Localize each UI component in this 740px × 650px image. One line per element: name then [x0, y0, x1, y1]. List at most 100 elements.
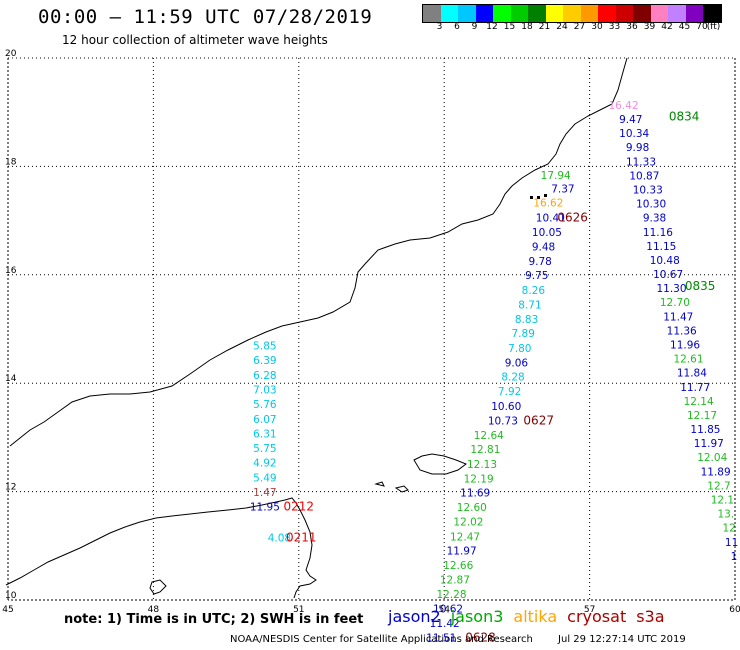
wave-height-value: 17.94: [541, 170, 571, 182]
wave-height-value: 10.48: [650, 255, 680, 267]
wave-height-value: 10.87: [629, 170, 659, 182]
wave-height-value: 12.02: [453, 517, 483, 529]
legend-swatch: [685, 5, 703, 22]
note-text: note: 1) Time is in UTC; 2) SWH is in fe…: [64, 612, 364, 627]
wave-height-value: 12.61: [673, 354, 703, 366]
wave-height-value: 12.7: [707, 480, 730, 492]
wave-height-value: 9.38: [643, 213, 666, 225]
wave-height-value: 11.51: [426, 633, 456, 645]
wave-height-value: 9.98: [626, 142, 649, 154]
legend-tick-label: 39: [643, 22, 656, 32]
wave-height-value: 10.34: [619, 128, 649, 140]
legend-swatch: [493, 5, 511, 22]
wave-height-value: 6.28: [253, 370, 276, 382]
satellite-jason3-label: jason3: [450, 607, 504, 626]
wave-height-value: 6.31: [253, 428, 276, 440]
wave-height-value: 9.06: [505, 357, 529, 369]
lat-tick-label: 18: [5, 157, 17, 167]
wave-height-value: 11: [725, 537, 738, 549]
pass-time-label: 0628: [465, 631, 496, 645]
legend-tick-label: 24: [556, 22, 568, 32]
legend-tick-label: (ft): [706, 22, 721, 32]
lon-tick-label: 57: [584, 605, 595, 615]
observation-labels: 17.947.37 16.62 10.41 10.05 9.48 9.78 9.75 8.26…: [250, 100, 738, 645]
lat-tick-label: 16: [5, 266, 17, 276]
legend-swatch: [668, 5, 686, 22]
footer-timestamp: Jul 29 12:27:14 UTC 2019: [558, 634, 686, 645]
wave-height-value: 11.15: [646, 241, 676, 253]
wave-height-value: 7.03: [253, 384, 276, 396]
legend-tick-label: 9: [471, 22, 478, 32]
wave-height-value: 12.81: [470, 444, 500, 456]
wave-height-value: 9.78: [528, 256, 551, 268]
legend-tick-label: 36: [626, 22, 638, 32]
color-scale-ticks: 3 6 9 12 15 18 21 24 27 30 33 36 39 42 45 70 (ft): [422, 22, 740, 36]
lon-tick-label: 51: [293, 605, 304, 615]
legend-tick-label: 3: [436, 22, 443, 32]
page-title: 00:00 – 11:59 UTC 07/28/2019: [38, 6, 373, 28]
wave-height-value: 11.95: [250, 502, 280, 514]
legend-tick-label: 18: [521, 22, 533, 32]
legend-tick-label: 27: [573, 22, 586, 32]
wave-height-value: 10.30: [636, 199, 666, 211]
arabian-coastline: [9, 57, 628, 447]
wave-height-value: 11.47: [663, 311, 693, 323]
pass-time-labels: 0834 0835 0626 0627 0628 0212 0211: [284, 109, 716, 644]
wave-height-value: 7.80: [508, 343, 531, 355]
legend-swatch: [563, 5, 581, 22]
satellite-legend: jason2 jason3 altika cryosat s3a: [388, 607, 675, 626]
wave-height-value: 11.85: [690, 424, 720, 436]
wave-height-value: 4.08: [268, 532, 291, 544]
lon-tick-label: 48: [148, 605, 160, 615]
wave-height-value: 5.75: [253, 443, 276, 455]
wave-height-value: 10.60: [491, 401, 521, 413]
wave-height-value: 7.92: [498, 386, 521, 398]
wave-height-value: 11.42: [430, 618, 460, 630]
wave-height-value: 1: [731, 551, 738, 563]
lake-feature: [149, 579, 167, 595]
lat-lon-grid: [7, 57, 736, 601]
pass-time-label: 0835: [685, 279, 716, 293]
legend-tick-label: 21: [538, 22, 551, 32]
wave-height-value: 5.76: [253, 399, 277, 411]
wave-height-value: 12.66: [443, 560, 473, 572]
wave-height-value: 6.39: [253, 355, 276, 367]
legend-swatch: [423, 5, 441, 22]
wave-height-value: 5.49: [253, 472, 276, 484]
legend-swatch: [528, 5, 546, 22]
wave-height-value: 16.42: [608, 100, 638, 112]
lat-tick-label: 10: [5, 591, 17, 601]
satellite-cryosat-label: cryosat: [567, 607, 627, 626]
lon-tick-label: 54: [438, 605, 450, 615]
wave-height-value: 7.89: [512, 328, 535, 340]
wave-height-value: 12.19: [464, 473, 494, 485]
wave-height-value: 11.89: [701, 466, 731, 478]
legend-swatch: [580, 5, 598, 22]
legend-swatch: [458, 5, 476, 22]
coastline: [5, 57, 628, 599]
pass-time-label: 0212: [284, 500, 315, 514]
wave-height-value: 10.05: [532, 227, 562, 239]
wave-height-value: 12: [722, 523, 735, 535]
legend-tick-label: 33: [608, 22, 621, 32]
wave-height-value: 12.1: [711, 495, 734, 507]
wave-height-value: 10.62: [433, 603, 463, 615]
legend-tick-label: 70: [696, 22, 708, 32]
footer-credit: NOAA/NESDIS Center for Satellite Applica…: [230, 634, 533, 645]
lon-tick-label: 45: [2, 605, 13, 615]
lat-tick-label: 12: [5, 483, 16, 493]
wave-height-value: 8.71: [518, 299, 541, 311]
wave-height-value: 11.84: [677, 368, 707, 380]
pass-time-label: 0834: [669, 109, 700, 123]
legend-swatch: [545, 5, 563, 22]
wave-height-value: 12.13: [467, 459, 497, 471]
wave-height-value: 12.64: [474, 430, 504, 442]
wave-height-value: 16.62: [533, 198, 563, 210]
pass-time-label: 0211: [286, 530, 317, 544]
satellite-altika-label: altika: [513, 607, 558, 626]
legend-tick-label: 15: [503, 22, 516, 32]
wave-height-value: 8.26: [522, 285, 546, 297]
footer: NOAA/NESDIS Center for Satellite Applica…: [230, 634, 686, 645]
wave-height-value: 8.28: [501, 371, 524, 383]
